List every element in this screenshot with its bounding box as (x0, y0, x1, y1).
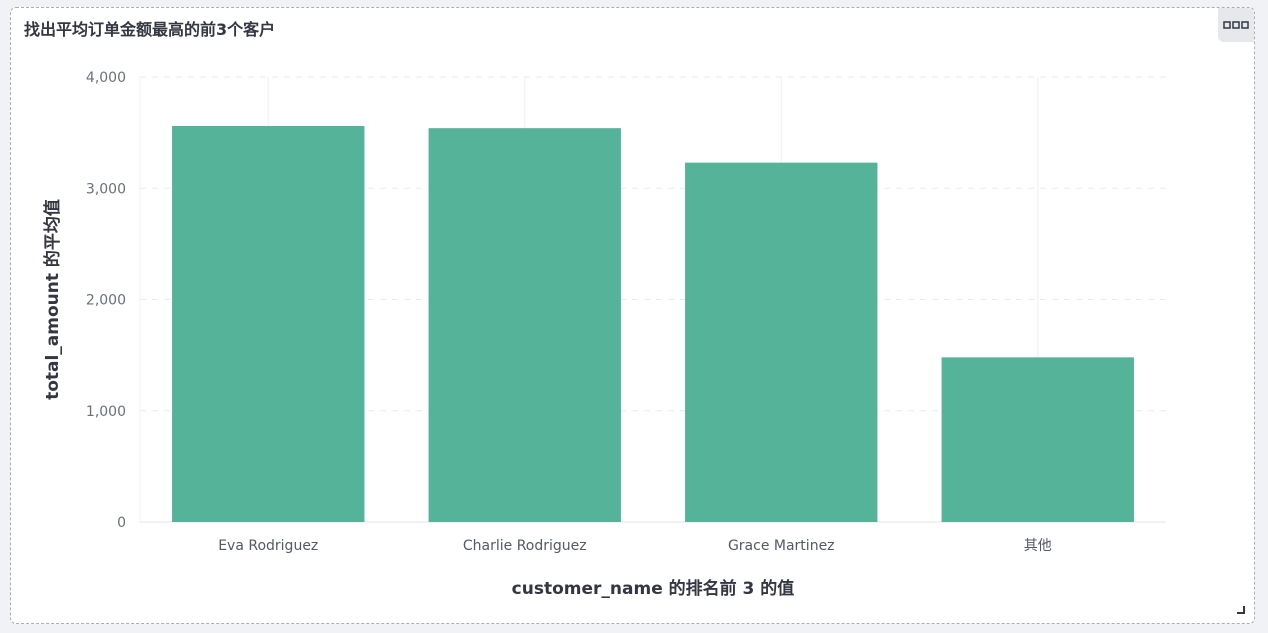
bar[interactable] (685, 162, 878, 522)
x-axis-ticks: Eva Rodriguez Charlie Rodriguez Grace Mart… (218, 538, 1052, 554)
resize-handle[interactable] (1237, 606, 1245, 614)
y-tick-label: 2,000 (86, 293, 126, 309)
bars (172, 125, 1134, 523)
bar[interactable] (172, 125, 365, 522)
x-tick-label: Charlie Rodriguez (463, 538, 587, 554)
ellipsis-icon (1223, 21, 1249, 29)
bar[interactable] (941, 357, 1134, 522)
panel-title: 找出平均订单金额最高的前3个客户 (24, 20, 276, 39)
x-tick-label: 其他 (1024, 538, 1052, 554)
y-axis-title: total_amount 的平均值 (42, 199, 63, 400)
y-tick-label: 0 (117, 515, 126, 531)
x-tick-label: Eva Rodriguez (218, 538, 318, 554)
y-tick-label: 4,000 (86, 70, 126, 86)
y-tick-label: 1,000 (86, 404, 126, 420)
y-axis-ticks: 0 1,000 2,000 3,000 4,000 (86, 70, 126, 531)
y-tick-label: 3,000 (86, 181, 126, 197)
x-tick-label: Grace Martinez (728, 538, 835, 554)
x-axis-title: customer_name 的排名前 3 的值 (512, 578, 795, 599)
panel-options-button[interactable] (1218, 8, 1254, 42)
bar[interactable] (428, 128, 621, 523)
